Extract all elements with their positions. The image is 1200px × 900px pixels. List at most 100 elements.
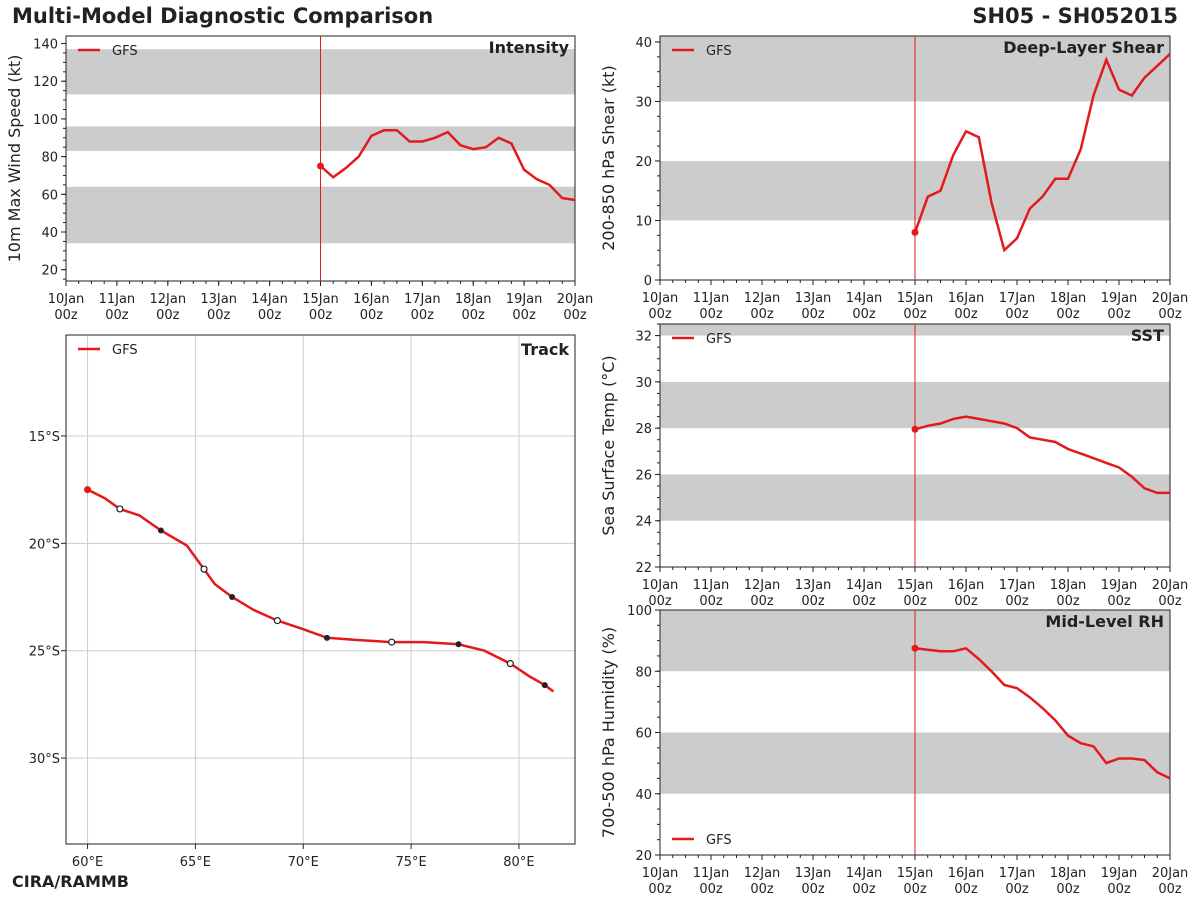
legend-label: GFS — [706, 833, 732, 848]
x-tick-label: 11Jan — [693, 291, 730, 306]
x-tick-label: 11Jan — [693, 866, 730, 881]
y-tick-label: 30 — [635, 376, 652, 391]
x-tick-label-hour: 00z — [852, 307, 876, 322]
x-tick-label-hour: 00z — [648, 594, 672, 609]
y-tick-label: 20 — [635, 155, 652, 170]
x-tick-label-hour: 00z — [699, 882, 723, 897]
series-start-point — [911, 644, 919, 652]
y-tick-label: 40 — [41, 226, 58, 241]
x-tick-label: 10Jan — [642, 291, 679, 306]
x-tick-label: 13Jan — [795, 578, 832, 593]
x-tick-label: 17Jan — [999, 291, 1036, 306]
y-axis-label: 10m Max Wind Speed (kt) — [5, 55, 24, 263]
x-tick-label: 18Jan — [455, 292, 492, 307]
x-tick-label-hour: 00z — [1056, 882, 1080, 897]
panel-intensity: 2040608010012014010Jan00z11Jan00z12Jan00… — [5, 35, 593, 323]
x-tick-label: 10Jan — [642, 578, 679, 593]
y-tick-label: 15°S — [29, 430, 60, 445]
track-point-00z — [273, 617, 281, 625]
x-tick-label-hour: 00z — [954, 882, 978, 897]
y-tick-label: 30°S — [29, 752, 60, 767]
x-tick-label: 12Jan — [744, 291, 781, 306]
x-tick-label: 13Jan — [200, 292, 237, 307]
x-tick-label: 15Jan — [897, 866, 934, 881]
x-tick-label: 20Jan — [1152, 578, 1189, 593]
credit-label: CIRA/RAMMB — [12, 872, 129, 891]
x-tick-label: 18Jan — [1050, 578, 1087, 593]
x-tick-label-hour: 00z — [801, 307, 825, 322]
y-tick-label: 100 — [33, 113, 58, 128]
x-tick-label: 16Jan — [948, 866, 985, 881]
y-axis-label: Sea Surface Temp (°C) — [599, 355, 618, 535]
x-tick-label-hour: 00z — [699, 307, 723, 322]
x-tick-label: 16Jan — [353, 292, 390, 307]
y-tick-label: 80 — [41, 151, 58, 166]
panel-title: Mid-Level RH — [1045, 612, 1164, 631]
track-point-12z — [157, 527, 164, 534]
x-tick-label-hour: 00z — [1158, 882, 1182, 897]
y-tick-label: 25°S — [29, 645, 60, 660]
x-tick-label: 12Jan — [744, 578, 781, 593]
y-tick-label: 100 — [627, 604, 652, 619]
x-tick-label: 18Jan — [1050, 291, 1087, 306]
x-tick-label-hour: 00z — [954, 594, 978, 609]
y-tick-label: 40 — [635, 788, 652, 803]
panel-sst: 22242628303210Jan00z11Jan00z12Jan00z13Ja… — [599, 323, 1189, 609]
x-tick-label-hour: 00z — [954, 307, 978, 322]
x-tick-label-hour: 00z — [1107, 882, 1131, 897]
x-tick-label: 12Jan — [744, 866, 781, 881]
y-tick-label: 32 — [635, 330, 652, 345]
track-point-12z — [541, 682, 548, 689]
x-tick-label: 13Jan — [795, 866, 832, 881]
x-tick-label: 15Jan — [897, 291, 934, 306]
x-tick-label-hour: 00z — [648, 882, 672, 897]
panel-title: Intensity — [489, 38, 570, 57]
x-tick-label: 11Jan — [99, 292, 136, 307]
x-tick-label-hour: 00z — [750, 594, 774, 609]
x-tick-label-hour: 00z — [1005, 307, 1029, 322]
x-tick-label: 60°E — [72, 855, 103, 870]
series-line-gfs — [914, 646, 1171, 780]
x-tick-label: 13Jan — [795, 291, 832, 306]
track-point-00z — [506, 659, 514, 668]
x-tick-label: 17Jan — [999, 866, 1036, 881]
x-tick-label: 16Jan — [948, 291, 985, 306]
y-tick-label: 22 — [635, 561, 652, 576]
x-tick-label: 19Jan — [1101, 578, 1138, 593]
x-tick-label: 11Jan — [693, 578, 730, 593]
x-tick-label: 18Jan — [1050, 866, 1087, 881]
y-axis-label: 700-500 hPa Humidity (%) — [599, 627, 618, 838]
legend-label: GFS — [112, 343, 138, 358]
x-tick-label: 10Jan — [642, 866, 679, 881]
x-tick-label: 10Jan — [48, 292, 85, 307]
y-tick-label: 60 — [41, 188, 58, 203]
x-tick-label-hour: 00z — [801, 594, 825, 609]
x-tick-label-hour: 00z — [156, 308, 180, 323]
x-tick-label: 14Jan — [846, 291, 883, 306]
x-tick-label: 65°E — [180, 855, 211, 870]
x-tick-label-hour: 00z — [750, 882, 774, 897]
y-axis-label: 200-850 hPa Shear (kt) — [599, 65, 618, 251]
x-tick-label: 15Jan — [897, 578, 934, 593]
series-start-point — [911, 425, 919, 433]
x-tick-label-hour: 00z — [1056, 594, 1080, 609]
page-title: Multi-Model Diagnostic Comparison — [12, 4, 434, 28]
y-tick-label: 20 — [41, 264, 58, 279]
x-tick-label-hour: 00z — [411, 308, 435, 323]
x-tick-label-hour: 00z — [360, 308, 384, 323]
x-tick-label-hour: 00z — [1056, 307, 1080, 322]
x-tick-label: 20Jan — [1152, 866, 1189, 881]
panel-rh: 2040608010010Jan00z11Jan00z12Jan00z13Jan… — [599, 604, 1188, 897]
x-tick-label-hour: 00z — [1005, 882, 1029, 897]
panel-title: Deep-Layer Shear — [1003, 38, 1164, 57]
series-line-gfs — [319, 128, 576, 202]
x-tick-label: 14Jan — [846, 578, 883, 593]
panel-shear: 01020304010Jan00z11Jan00z12Jan00z13Jan00… — [599, 35, 1188, 322]
x-tick-label: 80°E — [503, 855, 534, 870]
x-tick-label-hour: 00z — [852, 882, 876, 897]
legend-label: GFS — [112, 44, 138, 59]
x-tick-label: 14Jan — [846, 866, 883, 881]
y-tick-label: 80 — [635, 665, 652, 680]
y-tick-label: 30 — [635, 95, 652, 110]
